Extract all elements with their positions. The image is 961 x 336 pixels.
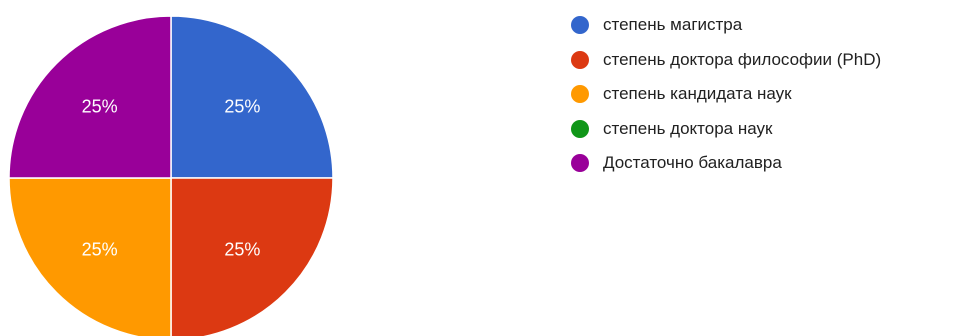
legend-color-dot-icon — [571, 50, 589, 69]
legend-color-dot-icon — [571, 85, 589, 103]
pie-slice-2 — [8, 177, 172, 336]
pie-slice-4 — [8, 15, 172, 179]
legend-item-4: Достаточно бакалавра — [571, 150, 881, 176]
pie-slice-label-4: 25% — [82, 97, 118, 117]
legend-label: Достаточно бакалавра — [603, 153, 782, 172]
legend-item-0: степень магистра — [571, 12, 881, 38]
pie-slice-0 — [170, 15, 334, 179]
legend-item-1: степень доктора философии (PhD) — [571, 47, 881, 73]
legend-label: степень доктора наук — [603, 118, 773, 138]
legend-color-dot-icon — [571, 119, 589, 138]
pie-slice-label-0: 25% — [224, 97, 260, 117]
legend-color-dot-icon — [571, 16, 589, 34]
legend-item-2: степень кандидата наук — [571, 81, 881, 107]
pie-slice-label-2: 25% — [82, 239, 118, 259]
legend-item-3: степень доктора наук — [571, 116, 881, 142]
legend-label: степень кандидата наук — [603, 84, 792, 103]
legend-color-dot-icon — [571, 154, 589, 172]
chart-legend: степень магистра степень доктора философи… — [571, 12, 881, 185]
legend-label: степень магистра — [603, 15, 743, 34]
pie-slice-1 — [170, 177, 334, 336]
pie-slice-label-1: 25% — [224, 239, 260, 259]
legend-label: степень доктора философии (PhD) — [603, 49, 882, 69]
